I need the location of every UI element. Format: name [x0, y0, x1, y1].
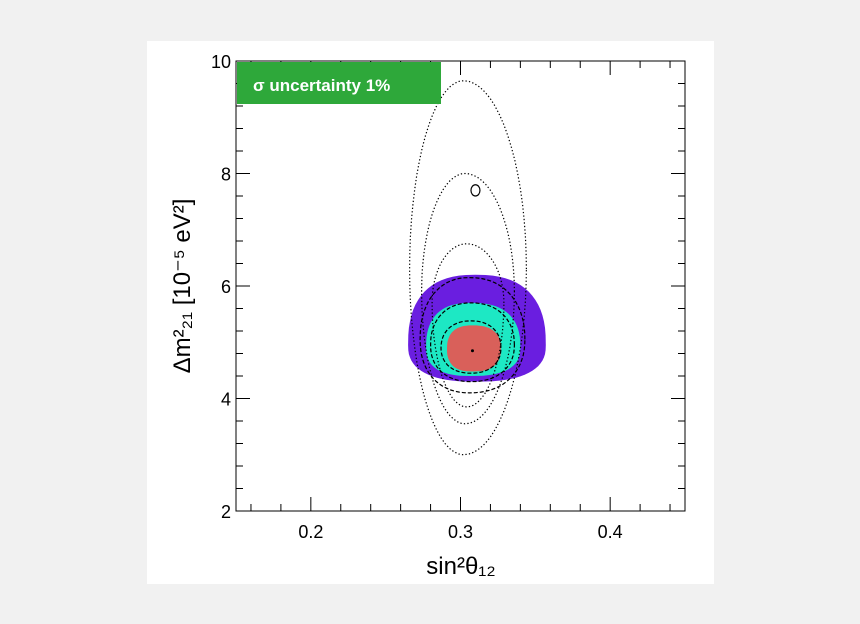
- y-axis-title: Δm²₂₁ [10⁻⁵ eV²]: [169, 199, 196, 374]
- tick-labels: 0.2 0.3 0.4 2 4 6 8 10: [211, 52, 623, 542]
- dotted-contour-2: [420, 172, 516, 425]
- x-axis-title: sin²θ₁₂: [426, 553, 495, 580]
- best-fit-point: [470, 349, 474, 353]
- x-tick-label: 0.3: [448, 522, 473, 542]
- y-tick-label: 10: [211, 52, 231, 72]
- annotation-badge-background: [237, 62, 441, 104]
- y-tick-label: 6: [221, 277, 231, 297]
- annotation-badge: σ uncertainty 1%: [237, 62, 441, 104]
- y-tick-label: 4: [221, 390, 231, 410]
- x-tick-label: 0.4: [598, 522, 623, 542]
- dotted-contour-1: [431, 243, 505, 408]
- y-tick-label: 8: [221, 165, 231, 185]
- dashed-contour-1: [440, 320, 502, 374]
- contour-lines: [408, 80, 528, 456]
- x-tick-label: 0.2: [298, 522, 323, 542]
- y-tick-label: 2: [221, 502, 231, 522]
- dotted-contour-3: [408, 80, 528, 456]
- filled-regions: [408, 274, 546, 382]
- dashed-contour-2: [429, 302, 516, 383]
- filled-region-inner: [447, 325, 501, 372]
- annotation-text: σ uncertainty 1%: [253, 76, 390, 95]
- small-contour-island: [470, 184, 481, 197]
- dashed-contour-3: [419, 276, 526, 394]
